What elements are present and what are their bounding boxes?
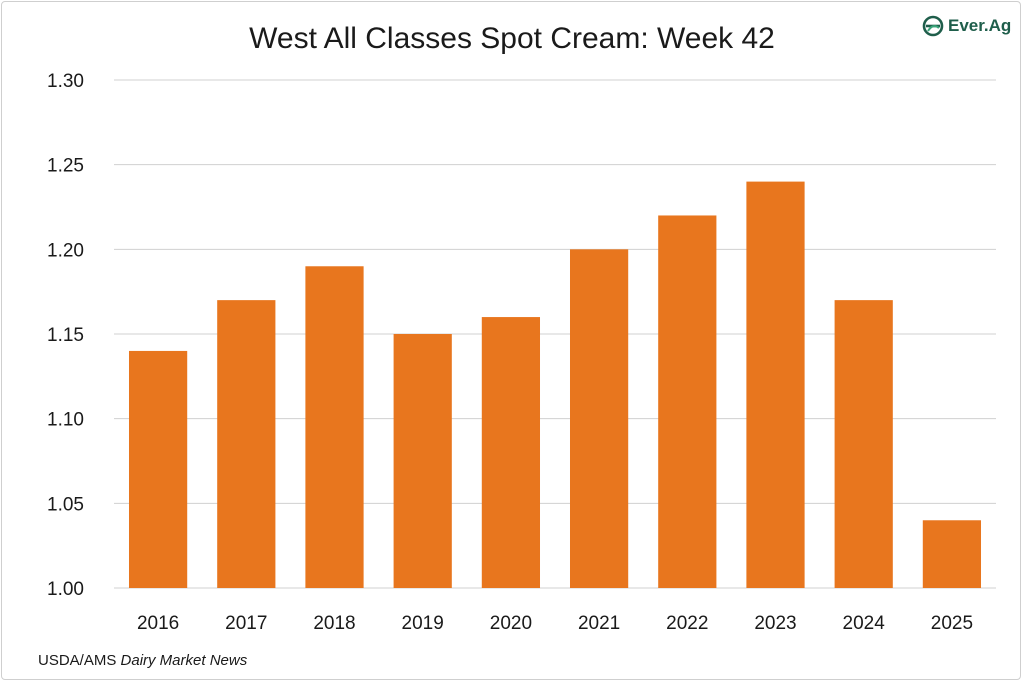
bar-2016 xyxy=(128,350,188,588)
bars xyxy=(128,181,982,589)
y-tick-label: 1.15 xyxy=(47,325,84,346)
bar-2024 xyxy=(834,300,893,588)
bar-2018 xyxy=(305,266,364,588)
source-prefix: USDA/AMS xyxy=(38,652,121,669)
x-tick-label: 2018 xyxy=(313,613,355,634)
logo-text: Ever.Ag xyxy=(948,16,1012,35)
x-tick-label: 2016 xyxy=(137,613,179,634)
x-tick-label: 2024 xyxy=(843,613,886,634)
bar-2023 xyxy=(746,181,805,588)
x-axis-tick-labels: 2016 2017 2018 2019 2020 2021 2022 2023 2024 2025 xyxy=(137,613,973,634)
y-tick-label: 1.20 xyxy=(47,240,84,261)
y-tick-label: 1.05 xyxy=(47,494,84,515)
x-tick-label: 2021 xyxy=(578,613,620,634)
chart-title: West All Classes Spot Cream: Week 42 xyxy=(249,22,775,55)
ever-ag-logo-icon xyxy=(922,15,944,37)
x-tick-label: 2025 xyxy=(931,613,973,634)
bar-2021 xyxy=(569,249,629,589)
y-tick-label: 1.30 xyxy=(47,71,84,92)
bar-2020 xyxy=(481,317,541,588)
y-axis-tick-labels: 1.00 1.05 1.10 1.15 1.20 1.25 1.30 xyxy=(47,71,84,600)
bar-2022 xyxy=(658,215,717,588)
bar-2019 xyxy=(393,334,452,588)
y-tick-label: 1.10 xyxy=(47,410,84,431)
x-tick-label: 2022 xyxy=(666,613,708,634)
source-publication: Dairy Market News xyxy=(120,652,248,669)
x-tick-label: 2020 xyxy=(490,613,532,634)
x-tick-label: 2017 xyxy=(225,613,267,634)
y-tick-label: 1.00 xyxy=(47,579,84,600)
x-tick-label: 2023 xyxy=(754,613,796,634)
source-note: USDA/AMS Dairy Market News xyxy=(38,652,247,669)
bar-2025 xyxy=(922,520,982,588)
bar-2017 xyxy=(217,300,276,588)
ever-ag-logo: Ever.Ag xyxy=(922,14,1011,38)
y-tick-label: 1.25 xyxy=(47,156,84,177)
x-tick-label: 2019 xyxy=(402,613,444,634)
